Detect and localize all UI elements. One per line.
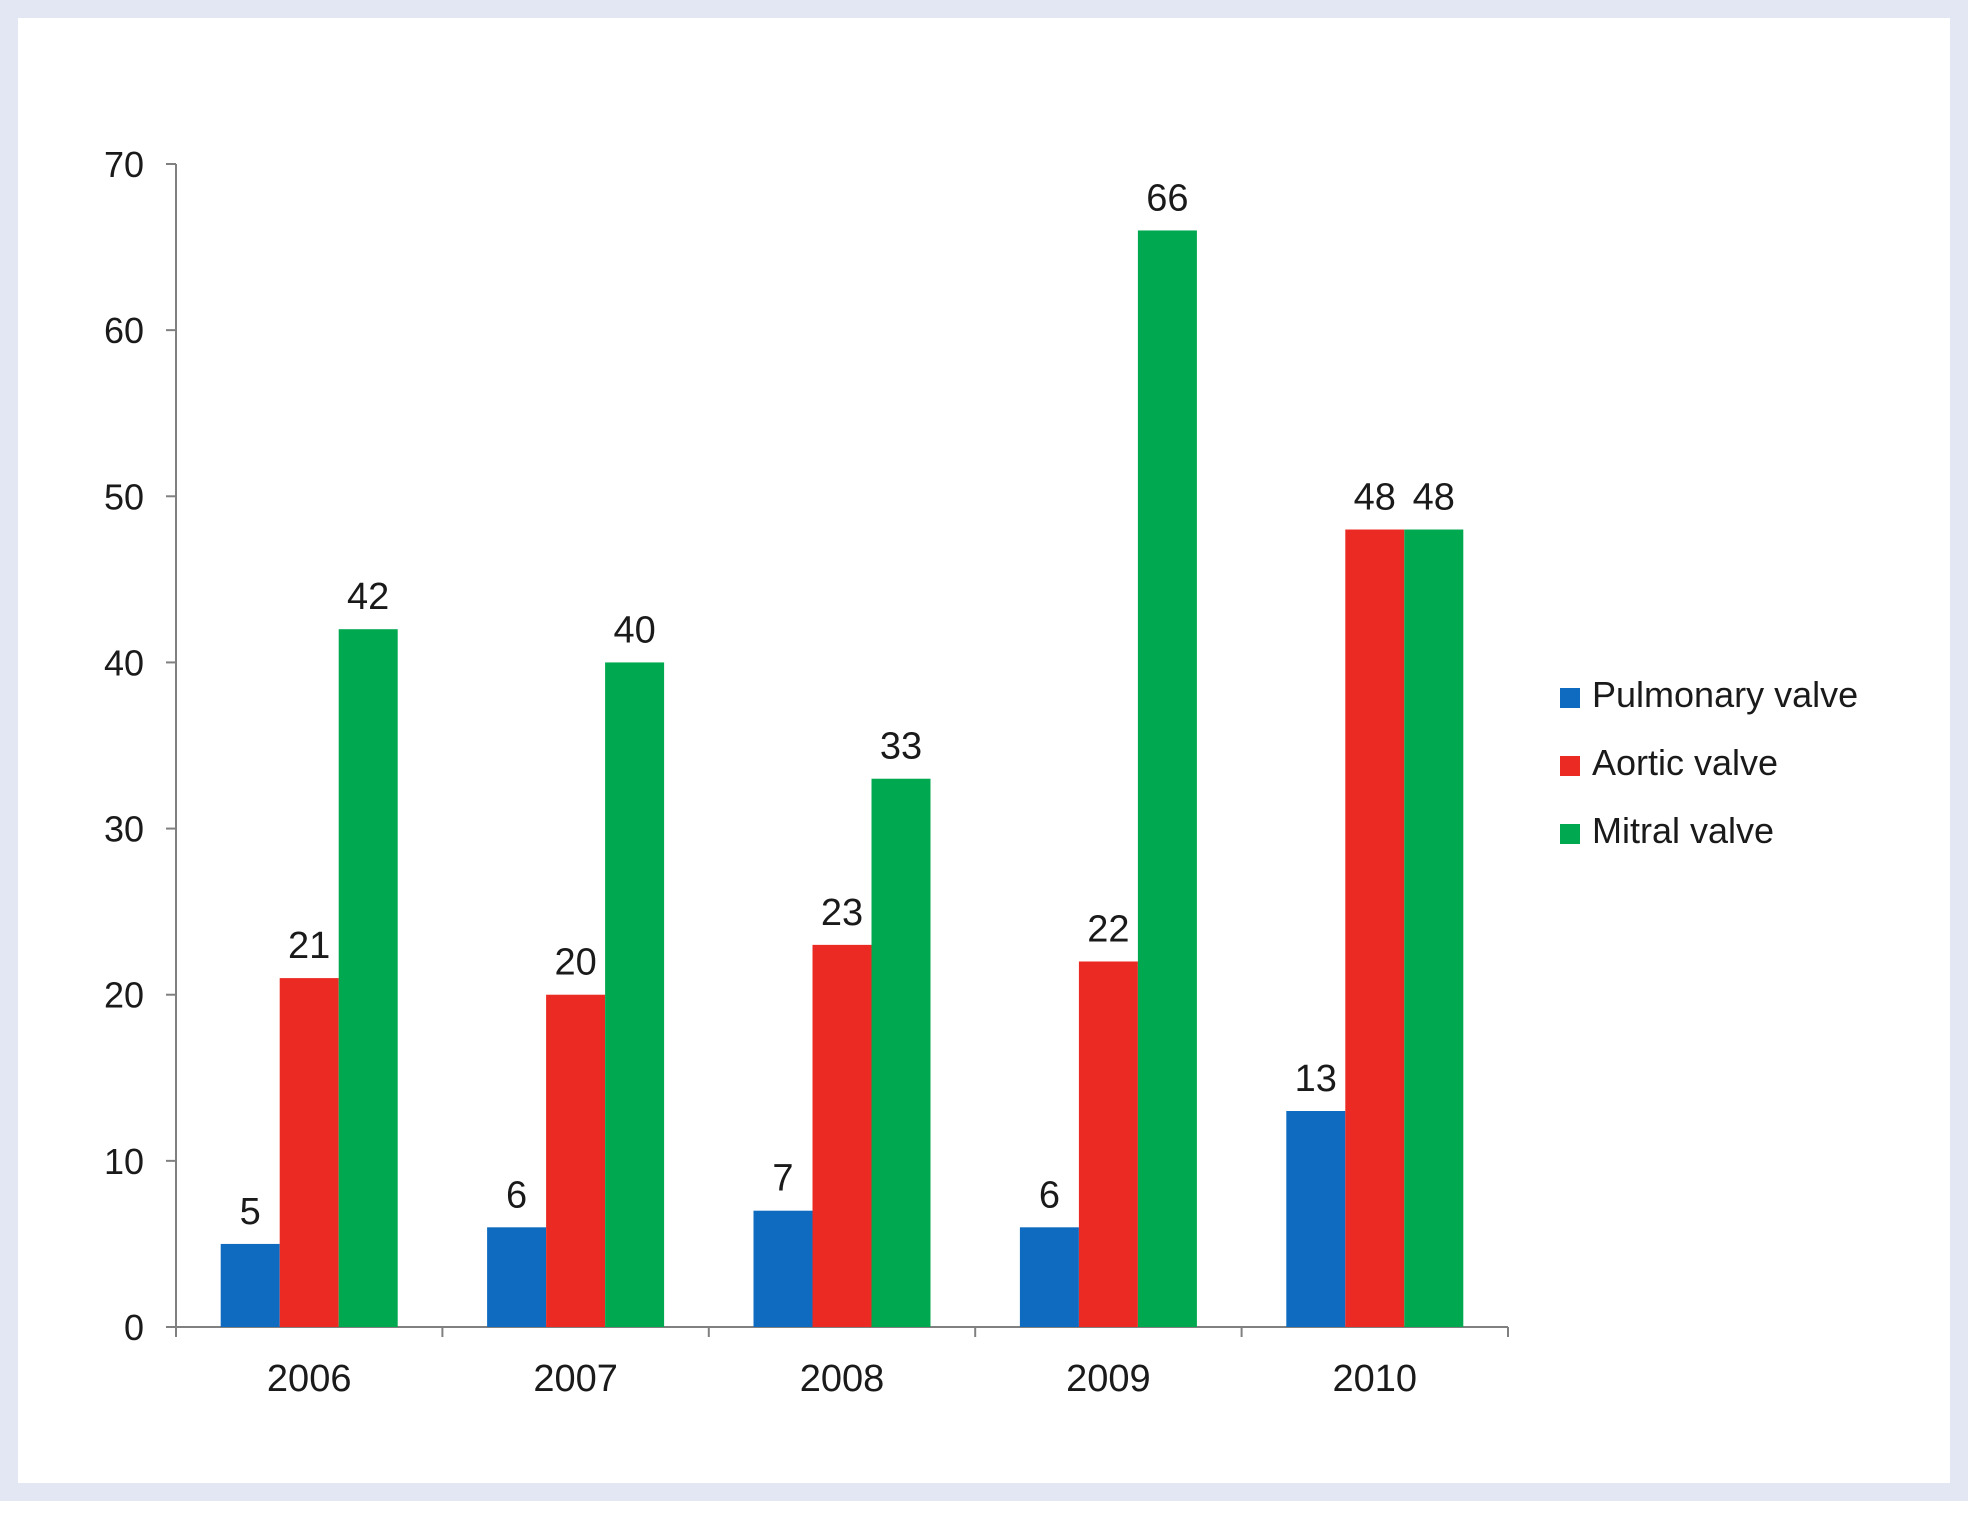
y-tick-label: 0 — [124, 1307, 144, 1348]
data-label: 20 — [554, 942, 596, 984]
x-category-label: 2006 — [267, 1358, 352, 1400]
y-tick-label: 20 — [104, 975, 144, 1016]
bar-mitral-valve — [871, 778, 931, 1327]
bar-aortic-valve — [812, 944, 872, 1327]
legend-label: Pulmonary valve — [1592, 674, 1858, 715]
y-tick-label: 40 — [104, 642, 144, 683]
data-label: 6 — [1039, 1174, 1060, 1216]
y-axis-ticks: 0 10 20 30 40 50 60 70 — [104, 144, 176, 1348]
legend-label: Mitral valve — [1592, 810, 1774, 851]
bar-aortic-valve — [546, 994, 606, 1327]
y-tick-label: 10 — [104, 1141, 144, 1182]
data-label: 66 — [1146, 177, 1188, 219]
x-category-label: 2007 — [533, 1358, 618, 1400]
data-labels: 5 21 42 6 20 40 7 23 33 6 22 66 13 48 48 — [240, 177, 1455, 1232]
bar-pulmonary-valve — [753, 1210, 813, 1327]
bar-aortic-valve — [1078, 961, 1138, 1327]
legend-swatch — [1560, 756, 1580, 776]
y-tick-label: 70 — [104, 144, 144, 185]
bar-mitral-valve — [605, 662, 665, 1327]
legend-swatch — [1560, 688, 1580, 708]
legend: Pulmonary valve Aortic valve Mitral valve — [1560, 674, 1858, 851]
x-axis-ticks: 2006 2007 2008 2009 2010 — [175, 1327, 1509, 1400]
bar-pulmonary-valve — [1019, 1227, 1079, 1327]
y-tick-label: 30 — [104, 809, 144, 850]
bar-chart: 0 10 20 30 40 50 60 70 2006 2007 2008 2009 2010 5 21… — [104, 144, 1858, 1400]
x-category-label: 2010 — [1333, 1358, 1418, 1400]
bar-aortic-valve — [1345, 529, 1405, 1327]
data-label: 13 — [1295, 1058, 1337, 1100]
bar-mitral-valve — [338, 629, 398, 1327]
bar-pulmonary-valve — [487, 1227, 547, 1327]
data-label: 6 — [506, 1174, 527, 1216]
bar-pulmonary-valve — [220, 1243, 280, 1327]
data-label: 42 — [347, 576, 389, 618]
bar-pulmonary-valve — [1286, 1111, 1346, 1327]
data-label: 48 — [1354, 477, 1396, 519]
data-label: 48 — [1413, 477, 1455, 519]
data-label: 23 — [821, 892, 863, 934]
y-tick-label: 50 — [104, 476, 144, 517]
bar-series — [220, 230, 1464, 1327]
x-category-label: 2009 — [1066, 1358, 1151, 1400]
legend-label: Aortic valve — [1592, 742, 1778, 783]
data-label: 33 — [880, 726, 922, 768]
data-label: 5 — [240, 1191, 261, 1233]
bar-mitral-valve — [1137, 230, 1197, 1327]
data-label: 7 — [772, 1158, 793, 1200]
bar-mitral-valve — [1404, 529, 1464, 1327]
y-tick-label: 60 — [104, 310, 144, 351]
bar-aortic-valve — [279, 978, 339, 1327]
legend-swatch — [1560, 824, 1580, 844]
data-label: 21 — [288, 925, 330, 967]
data-label: 22 — [1087, 908, 1129, 950]
data-label: 40 — [613, 609, 655, 651]
x-category-label: 2008 — [800, 1358, 885, 1400]
